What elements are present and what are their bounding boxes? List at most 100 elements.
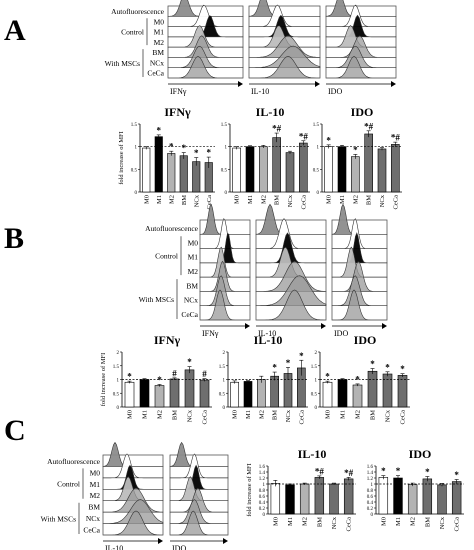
chart-b-ifn-significance-m0: * — [127, 372, 132, 382]
chart-a-ido-bar-ceca — [391, 144, 400, 193]
chart-b-ifn-significance-ncx: * — [187, 357, 192, 367]
panel-b-ifng-histogram-curve — [199, 275, 251, 307]
chart-c-ido-x-tick-label-ceca: CeCa — [454, 517, 461, 532]
panel-b-ido-histogram-curve — [331, 275, 388, 307]
chart-a-il-10-x-tick-label-m0: M0 — [234, 195, 241, 204]
chart-a-il-10-bar-ceca — [299, 142, 308, 193]
chart-b-ifn-title: IFNγ — [154, 333, 181, 347]
chart-a-ido-significance-m2: * — [353, 145, 358, 155]
panel-letter-c: C — [4, 414, 26, 447]
panel-c-il-10-histogram-curve — [102, 464, 164, 490]
chart-a-il-10-significance-bm: *# — [272, 124, 282, 134]
chart-b-il-10-x-tick-label-bm: BM — [272, 410, 279, 420]
chart-c-il-10-y-tick-label: 1.6 — [259, 465, 266, 470]
chart-c-ido-bar-ncx — [437, 484, 447, 515]
chart-c-ido: IDO 00.20.40.60.811.21.41.6 * M0 * M1 M2 * BM NCx… — [367, 447, 464, 531]
chart-c-ido-y-tick-label: 0 — [371, 513, 374, 518]
panel-b-ifng-histogram: IFNγ — [199, 203, 251, 338]
chart-c-ido-significance-bm: * — [425, 467, 430, 477]
panel-a-with-mscs-label: With MSCs — [105, 59, 140, 68]
panel-a-ifng-histogram: IFNγ — [167, 0, 244, 96]
panel-a-ifng-histogram-curve — [167, 15, 244, 38]
chart-b-il-10-bar-m0 — [230, 381, 239, 408]
chart-a-ifn-x-tick-label-m1: M1 — [156, 195, 163, 204]
chart-c-il-10-x-tick-label-bm: BM — [316, 517, 323, 527]
chart-a-ido-bar-m0 — [324, 146, 333, 193]
chart-b-il-10-y-tick-label: 2 — [223, 351, 226, 356]
chart-a-ifn-significance-bm: * — [182, 143, 187, 153]
arrow-head-icon — [321, 323, 326, 329]
arrow-head-icon — [382, 323, 387, 329]
chart-a-ifn-x-tick-label-ncx: NCx — [193, 194, 200, 207]
panel-letter-a: A — [4, 14, 26, 47]
chart-a-ifn-bar-m2 — [167, 153, 176, 193]
chart-b-il-10-x-tick-label-m0: M0 — [232, 410, 239, 419]
chart-b-il-10-x-tick-label-ceca: CeCa — [298, 410, 305, 425]
chart-b-ido-y-tick-label: 2 — [315, 351, 318, 356]
chart-a-ido-bar-ncx — [377, 148, 387, 193]
panel-a-ifng-histogram-curve — [167, 35, 244, 58]
chart-c-ido-y-tick-label: 0.6 — [367, 495, 374, 500]
chart-c-il-10-bar-bm — [314, 477, 325, 515]
chart-c-ido-x-tick-label-bm: BM — [424, 517, 431, 527]
chart-b-ido-bar-m1 — [337, 379, 348, 408]
chart-b-ido-bar-ncx — [382, 373, 393, 408]
chart-a-ifn-significance-ncx: * — [194, 148, 199, 158]
chart-a-il-10-bar-bm — [272, 137, 281, 193]
panel-b-ido-histogram: IDO — [331, 203, 388, 338]
chart-b-ido-bar-m0 — [322, 381, 333, 408]
panel-c-row-label-m2: M2 — [90, 491, 101, 500]
chart-c-il-10-y-tick-label: 1.4 — [259, 471, 266, 476]
chart-c-il-10: IL-10 00.20.40.60.811.21.41.6 fold increas… — [246, 447, 356, 531]
chart-c-il-10-x-tick-label-ncx: NCx — [331, 516, 338, 529]
panel-c-ido-histogram-curve — [169, 441, 229, 467]
chart-a-il-10-y-tick-label: 1 — [225, 146, 228, 151]
chart-a-il-10-x-tick-label-ceca: CeCa — [300, 195, 307, 210]
chart-c-ido-y-tick-label: 1 — [371, 483, 374, 488]
panel-c-il-10-axis-label: IL-10 — [105, 544, 123, 550]
panel-b-row-label-ncx: NCx — [184, 296, 198, 305]
chart-b-il-10-bar-m1 — [243, 381, 253, 408]
panel-c-ido-histogram-curve — [169, 499, 229, 524]
chart-b-il-10-significance-ncx: * — [286, 358, 291, 368]
panel-b-ifng-axis-label: IFNγ — [202, 329, 219, 338]
chart-c-ido-significance-m0: * — [381, 466, 386, 476]
chart-a-ifn-bar-m1 — [154, 136, 163, 193]
chart-a-ifn-y-tick-label: 0 — [135, 191, 138, 196]
panel-b-ido-histogram-curve — [331, 218, 388, 249]
chart-a-il-10-y-tick-label: 0 — [225, 191, 228, 196]
chart-a-ido-significance-bm: *# — [364, 121, 374, 131]
panel-b-row-label-ceca: CeCa — [181, 310, 198, 319]
chart-b-ido-y-tick-label: 1 — [315, 379, 318, 384]
chart-b-ido-significance-ceca: * — [400, 364, 405, 374]
chart-c-il-10-y-tick-label: 0.8 — [259, 489, 266, 494]
chart-c-il-10-x-tick-label-m0: M0 — [272, 517, 279, 526]
chart-a-il-10-x-tick-label-bm: BM — [274, 195, 281, 205]
chart-a-ifn-significance-m1: * — [157, 125, 162, 135]
chart-a-ido-x-tick-label-m2: M2 — [352, 195, 359, 204]
panel-c-ido-histogram-curve — [169, 464, 229, 490]
panel-c-il-10-histogram-curve — [102, 441, 164, 467]
chart-a-ido-x-tick-label-m0: M0 — [326, 195, 333, 204]
panel-b-row-label-m0: M0 — [188, 238, 199, 247]
chart-a-ifn-title: IFNγ — [164, 105, 191, 119]
chart-a-ifn-x-tick-label-ceca: CeCa — [206, 195, 213, 210]
chart-c-ido-y-tick-label: 0.2 — [367, 507, 374, 512]
chart-b-ido-bar-ceca — [397, 375, 408, 408]
chart-c-ido-bar-m0 — [378, 477, 389, 515]
panel-c-row-label-m1: M1 — [90, 480, 101, 489]
panel-b-row-label-m2: M2 — [188, 267, 199, 276]
arrow-head-icon — [391, 81, 396, 87]
chart-a-il-10-x-tick-label-m1: M1 — [247, 195, 254, 204]
chart-c-ido-title: IDO — [409, 447, 432, 461]
chart-a-ifn-y-tick-label: 1.5 — [131, 123, 138, 128]
panel-a-ido-histogram-curve — [325, 4, 397, 27]
chart-a-ido-significance-m0: * — [326, 135, 331, 145]
chart-b-ifn-x-tick-label-ceca: CeCa — [202, 410, 209, 425]
chart-a-il-10-bar-m1 — [245, 146, 255, 193]
chart-b-ifn-y-tick-label: 1.5 — [113, 365, 120, 370]
chart-a-ifn-x-tick-label-m2: M2 — [168, 195, 175, 204]
chart-a-ido-y-tick-label: 0.5 — [313, 168, 320, 173]
arrow-head-icon — [158, 538, 163, 544]
chart-b-il-10-x-tick-label-m2: M2 — [258, 410, 265, 419]
